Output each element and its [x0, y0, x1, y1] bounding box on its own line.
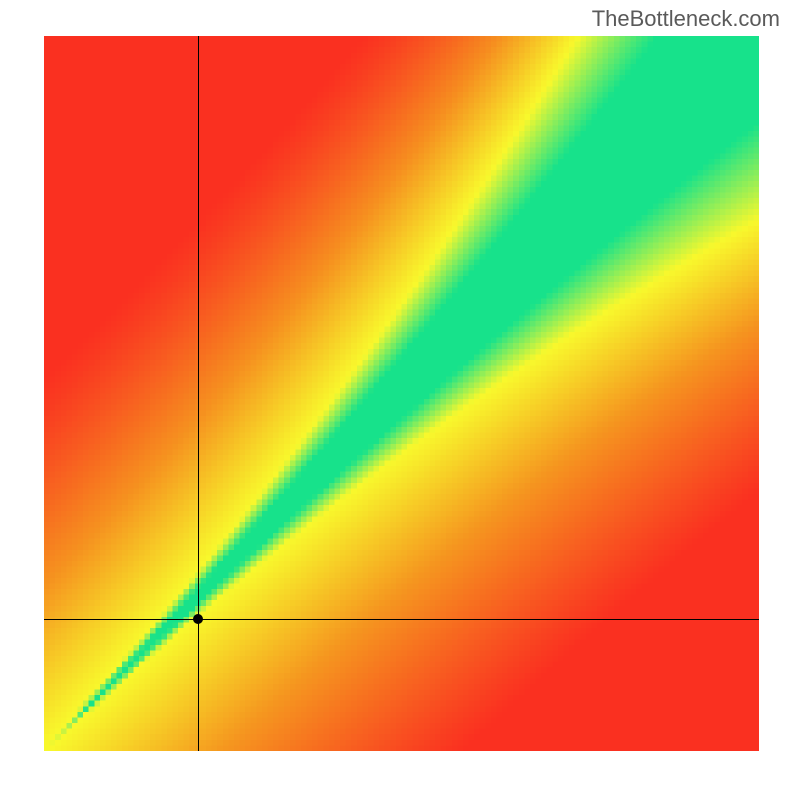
marker-dot [193, 614, 203, 624]
bottleneck-heatmap [44, 36, 759, 751]
heatmap-canvas [44, 36, 759, 751]
crosshair-vertical [198, 36, 199, 751]
crosshair-horizontal [44, 619, 759, 620]
watermark-text: TheBottleneck.com [592, 6, 780, 32]
